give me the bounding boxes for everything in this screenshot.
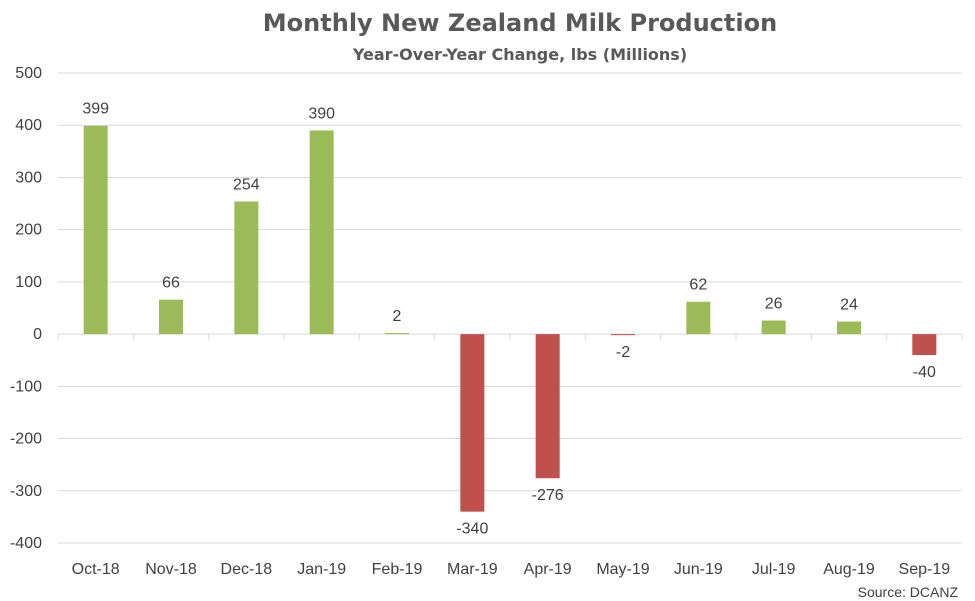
data-label: -276 xyxy=(532,487,564,504)
chart-title: Monthly New Zealand Milk Production xyxy=(263,9,777,37)
bar-sep-19 xyxy=(912,334,937,355)
bar-dec-18 xyxy=(234,201,259,335)
data-label: 399 xyxy=(82,101,109,118)
y-tick-label: -300 xyxy=(10,483,42,500)
y-tick-label: 300 xyxy=(15,169,42,186)
bar-oct-18 xyxy=(83,125,108,335)
data-label: 24 xyxy=(840,297,858,314)
data-label: 254 xyxy=(233,176,260,193)
y-axis: 500 400 300 200 100 0 -100 -200 -300 -400 xyxy=(10,65,42,552)
x-tick-label: Oct-18 xyxy=(72,561,120,578)
bar-nov-18 xyxy=(159,299,183,335)
x-tick-label: Mar-19 xyxy=(447,561,498,578)
bar-jun-19 xyxy=(686,301,711,335)
bar-may-19 xyxy=(611,334,635,336)
data-label: 390 xyxy=(308,105,335,122)
x-tick-label: Aug-19 xyxy=(823,561,875,578)
y-tick-label: -200 xyxy=(10,431,42,448)
x-axis: Oct-18 Nov-18 Dec-18 Jan-19 Feb-19 Mar-19 Apr-… xyxy=(72,561,951,578)
bars xyxy=(83,125,937,512)
y-tick-label: 200 xyxy=(15,222,42,239)
data-labels: 399 66 254 390 2 -340 -276 -2 62 26 24 -40 xyxy=(82,101,936,538)
data-label: 26 xyxy=(765,296,783,313)
y-tick-label: 0 xyxy=(33,326,42,343)
bar-feb-19 xyxy=(385,333,409,335)
data-label: -2 xyxy=(616,344,630,361)
x-tick-label: Jul-19 xyxy=(752,561,796,578)
data-label: 2 xyxy=(393,308,402,325)
x-tick-label: Nov-18 xyxy=(145,561,197,578)
gridlines xyxy=(57,72,963,544)
bar-apr-19 xyxy=(535,334,560,479)
x-tick-label: Jun-19 xyxy=(674,561,723,578)
y-tick-label: 500 xyxy=(15,65,42,82)
x-tick-label: Apr-19 xyxy=(524,561,572,578)
data-label: -340 xyxy=(456,521,488,538)
data-label: 62 xyxy=(689,277,707,294)
y-tick-label: 100 xyxy=(15,274,42,291)
source-note: Source: DCANZ xyxy=(858,584,959,600)
bar-jul-19 xyxy=(761,320,786,335)
x-tick-label: Dec-18 xyxy=(221,561,273,578)
data-label: 66 xyxy=(162,275,180,292)
x-tick-label: Feb-19 xyxy=(372,561,423,578)
chart-subtitle: Year-Over-Year Change, lbs (Millions) xyxy=(352,45,687,64)
x-tick-label: Sep-19 xyxy=(899,561,951,578)
y-tick-label: -100 xyxy=(10,378,42,395)
x-tick-label: Jan-19 xyxy=(297,561,346,578)
bar-mar-19 xyxy=(460,334,485,512)
bar-jan-19 xyxy=(309,130,334,335)
bar-aug-19 xyxy=(837,321,861,335)
data-label: -40 xyxy=(913,364,936,381)
y-tick-label: -400 xyxy=(10,535,42,552)
x-tick-label: May-19 xyxy=(596,561,649,578)
y-tick-label: 400 xyxy=(15,117,42,134)
